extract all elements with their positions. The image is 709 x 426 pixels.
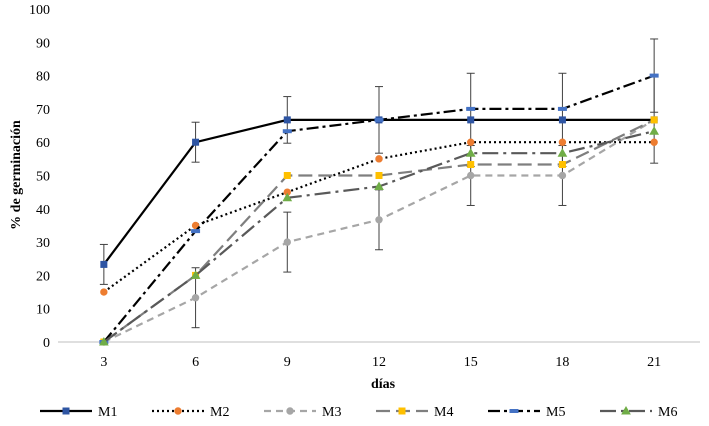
- series-m2: [100, 138, 658, 296]
- data-point: [466, 106, 476, 111]
- data-point: [465, 148, 476, 157]
- data-point: [467, 161, 475, 169]
- y-tick-label: 80: [36, 70, 50, 85]
- legend-item-m6: M6: [600, 405, 677, 420]
- legend: M1 M2 M3 M4 M5 M6: [40, 405, 677, 420]
- data-point: [509, 409, 519, 413]
- data-point: [191, 294, 200, 302]
- legend-label: M5: [546, 405, 565, 420]
- legend-label: M2: [210, 405, 229, 420]
- data-point: [100, 260, 108, 268]
- legend-item-m5: M5: [488, 405, 565, 420]
- data-point: [398, 407, 406, 415]
- data-point: [374, 117, 384, 122]
- data-point: [467, 138, 475, 146]
- legend-label: M4: [434, 405, 453, 420]
- data-point: [375, 172, 383, 179]
- x-tick-label: 9: [284, 355, 291, 370]
- data-point: [650, 116, 658, 124]
- data-point: [283, 116, 291, 124]
- x-tick-label: 6: [192, 355, 199, 370]
- data-point: [375, 216, 383, 224]
- data-point: [649, 126, 660, 135]
- data-point: [557, 106, 567, 111]
- data-point: [374, 181, 384, 190]
- y-tick-label: 70: [36, 103, 50, 118]
- data-point: [62, 407, 70, 415]
- data-point: [558, 116, 566, 124]
- data-point: [283, 238, 291, 246]
- data-point: [621, 405, 631, 415]
- y-tick-label: 100: [29, 3, 50, 18]
- data-point: [98, 336, 109, 346]
- data-point: [282, 192, 293, 202]
- x-tick-label: 18: [555, 355, 569, 370]
- series-lines: [98, 73, 660, 346]
- data-point: [191, 229, 201, 234]
- data-point: [558, 138, 567, 146]
- data-point: [192, 138, 200, 146]
- data-point: [558, 171, 567, 180]
- legend-label: M3: [322, 405, 341, 420]
- data-point: [283, 172, 291, 179]
- data-point: [650, 138, 658, 146]
- legend-label: M1: [98, 405, 117, 420]
- y-tick-label: 30: [36, 236, 50, 251]
- data-point: [100, 288, 108, 296]
- data-point: [174, 407, 182, 415]
- legend-item-m1: M1: [40, 405, 117, 420]
- data-point: [190, 270, 201, 279]
- y-tick-label: 20: [36, 269, 50, 284]
- data-point: [191, 221, 200, 230]
- legend-item-m2: M2: [152, 405, 229, 420]
- data-point: [558, 161, 566, 169]
- y-tick-label: 10: [36, 303, 50, 318]
- data-point: [649, 73, 659, 78]
- x-tick-label: 21: [647, 355, 661, 370]
- data-point: [557, 148, 568, 157]
- x-axis-title: días: [371, 377, 396, 392]
- legend-item-m4: M4: [376, 405, 453, 420]
- axes: 0 10 20 30 40 50 60 70 80 90 100 3 6 9 12 15 18 21: [29, 3, 700, 370]
- y-tick-label: 50: [36, 170, 50, 185]
- y-tick-label: 90: [36, 36, 50, 51]
- y-tick-label: 0: [43, 336, 50, 351]
- y-axis-title: % de germinación: [9, 120, 24, 230]
- data-point: [467, 171, 475, 180]
- data-point: [467, 116, 475, 124]
- data-point: [375, 155, 383, 163]
- data-point: [282, 129, 292, 134]
- y-tick-label: 40: [36, 203, 50, 218]
- legend-item-m3: M3: [264, 405, 341, 420]
- series-m6: [98, 126, 660, 346]
- x-tick-label: 3: [100, 355, 107, 370]
- y-tick-label: 60: [36, 136, 50, 151]
- legend-label: M6: [658, 405, 677, 420]
- x-tick-label: 12: [372, 355, 386, 370]
- data-point: [286, 407, 294, 415]
- x-tick-label: 15: [464, 355, 478, 370]
